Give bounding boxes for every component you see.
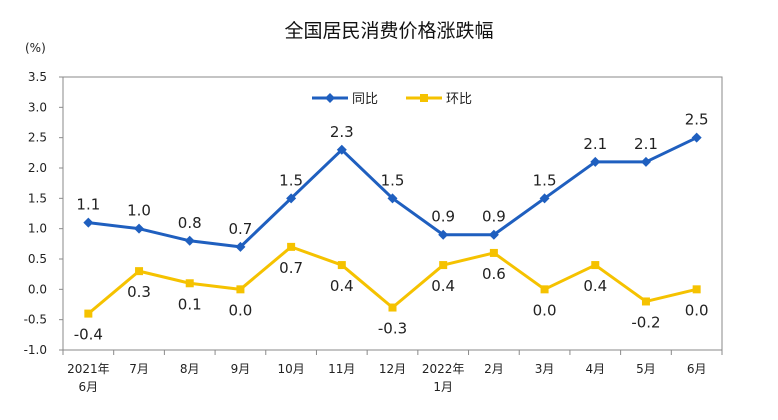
data-point <box>387 193 398 204</box>
data-point <box>489 248 498 257</box>
data-label: 2.1 <box>634 135 658 153</box>
data-label: 0.8 <box>178 214 202 232</box>
data-point <box>640 156 651 167</box>
data-point <box>83 217 94 228</box>
data-point <box>438 229 449 240</box>
legend-marker <box>420 94 428 102</box>
x-tick-label: 3月 <box>535 362 555 376</box>
data-label: 1.5 <box>533 171 557 189</box>
data-point <box>287 242 296 251</box>
data-label: 0.6 <box>482 265 506 283</box>
y-tick-label: 3.0 <box>28 100 47 114</box>
data-point <box>286 193 297 204</box>
x-tick-label: 2022年 <box>422 362 465 376</box>
data-label: 1.5 <box>279 171 303 189</box>
data-label: 0.1 <box>178 295 202 313</box>
x-tick-label: 12月 <box>379 362 406 376</box>
legend-marker <box>325 93 335 103</box>
data-label: 2.5 <box>685 111 709 129</box>
data-point <box>591 261 600 270</box>
data-label: 0.4 <box>431 277 455 295</box>
data-label: 0.4 <box>583 277 607 295</box>
data-point <box>692 285 701 294</box>
y-tick-label: 3.5 <box>28 70 47 84</box>
data-point <box>590 156 601 167</box>
x-tick-label: 6月 <box>687 362 707 376</box>
y-axis-label: (%) <box>25 41 46 55</box>
x-tick-label: 4月 <box>585 362 605 376</box>
data-point <box>235 241 246 252</box>
x-tick-label: 2021年 <box>67 362 110 376</box>
data-label: 0.0 <box>533 301 557 319</box>
data-label: -0.2 <box>631 313 660 331</box>
y-tick-label: 2.5 <box>28 131 47 145</box>
data-point <box>236 285 245 294</box>
axes: (%) 3.5 3.0 2.5 2.0 1.5 1.0 0.5 0.0 -0.5 -1.0 2021… <box>24 41 723 394</box>
data-label: 1.1 <box>76 196 100 214</box>
x-tick-label: 6月 <box>79 380 99 394</box>
legend: 同比 环比 <box>312 92 472 107</box>
data-point <box>691 132 702 143</box>
data-label: -0.4 <box>74 326 103 344</box>
x-tick-label: 2月 <box>484 362 504 376</box>
data-point <box>488 229 499 240</box>
data-label: 2.3 <box>330 123 354 141</box>
x-tick-label: 7月 <box>129 362 149 376</box>
data-point <box>184 235 195 246</box>
data-point <box>84 309 93 318</box>
data-point <box>336 144 347 155</box>
y-tick-label: 0.0 <box>28 282 47 296</box>
x-tick-label: 1月 <box>433 380 453 394</box>
series-area <box>83 132 702 318</box>
chart-title: 全国居民消费价格涨跌幅 <box>284 20 494 42</box>
x-tick-label: 10月 <box>277 362 304 376</box>
data-label: 0.3 <box>127 283 151 301</box>
data-point <box>641 297 650 306</box>
data-label: 1.5 <box>381 171 405 189</box>
legend-label: 同比 <box>352 92 378 107</box>
data-label: -0.3 <box>378 320 407 338</box>
data-label: 0.4 <box>330 277 354 295</box>
data-label: 1.0 <box>127 202 151 220</box>
x-tick-label: 11月 <box>328 362 355 376</box>
data-label: 0.7 <box>279 259 303 277</box>
plot-frame <box>62 76 723 351</box>
data-point <box>134 223 145 234</box>
x-tick-label: 9月 <box>231 362 251 376</box>
x-tick-label: 5月 <box>636 362 656 376</box>
data-label: 0.9 <box>482 208 506 226</box>
y-tick-label: 0.5 <box>28 252 47 266</box>
y-tick-label: 1.0 <box>28 222 47 236</box>
data-point <box>337 261 346 270</box>
data-label: 0.0 <box>228 301 252 319</box>
legend-label: 环比 <box>446 92 472 107</box>
y-tick-label: -1.0 <box>24 343 47 357</box>
data-point <box>540 285 549 294</box>
data-point <box>439 261 448 270</box>
data-label: 0.9 <box>431 208 455 226</box>
data-point <box>539 193 550 204</box>
y-tick-label: 1.5 <box>28 191 47 205</box>
data-point <box>185 279 194 288</box>
data-point <box>388 303 397 312</box>
x-tick-label: 8月 <box>180 362 200 376</box>
data-label: 0.0 <box>685 301 709 319</box>
data-point <box>135 267 144 276</box>
data-label: 0.7 <box>228 220 252 238</box>
y-tick-label: 2.0 <box>28 161 47 175</box>
y-tick-label: -0.5 <box>24 313 47 327</box>
data-label: 2.1 <box>583 135 607 153</box>
data-labels: 1.1 1.0 0.8 0.7 1.5 2.3 1.5 0.9 0.9 1.5 2.1 2.1 2.5 -… <box>74 111 709 344</box>
